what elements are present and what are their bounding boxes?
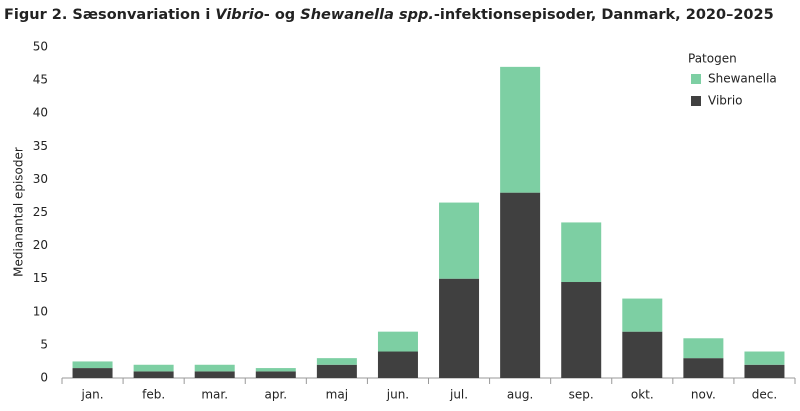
y-tick-label: 40	[33, 106, 48, 120]
y-tick-label: 10	[33, 304, 48, 318]
bar-segment	[439, 202, 480, 279]
legend-swatch	[691, 74, 701, 84]
chart-title: Figur 2. Sæsonvariation i Vibrio- og She…	[4, 7, 774, 23]
bar-segment	[377, 331, 418, 352]
legend-swatch	[691, 96, 701, 106]
title-part: -infektionsepisoder, Danmark, 2020–2025	[434, 7, 774, 23]
y-tick-label: 25	[33, 205, 48, 219]
y-tick-label: 15	[33, 271, 48, 285]
x-tick-label: aug.	[507, 388, 533, 402]
bar-segment	[744, 351, 785, 365]
x-tick-label: jun.	[386, 388, 409, 402]
bar-segment	[72, 361, 113, 369]
bar-segment	[683, 358, 724, 378]
y-tick-label: 5	[40, 337, 48, 351]
bar-segment	[561, 282, 602, 378]
bar-segment	[72, 368, 113, 378]
y-tick-label: 50	[33, 40, 48, 54]
x-tick-label: dec.	[752, 388, 777, 402]
bar-segment	[133, 371, 174, 378]
x-tick-label: sep.	[569, 388, 594, 402]
legend-label: Vibrio	[708, 94, 743, 108]
x-tick-label: maj	[326, 388, 348, 402]
x-tick-label: apr.	[264, 388, 287, 402]
x-tick-label: nov.	[691, 388, 716, 402]
title-part: Figur 2. Sæsonvariation i	[4, 7, 215, 23]
y-tick-label: 20	[33, 238, 48, 252]
bar-segment	[255, 368, 296, 372]
bar-segment	[622, 298, 663, 332]
bar-segment	[194, 371, 235, 378]
bar-segment	[500, 66, 541, 193]
y-tick-label: 0	[40, 371, 48, 385]
bar-segment	[377, 351, 418, 378]
bar-segment	[683, 338, 724, 359]
y-tick-label: 45	[33, 73, 48, 87]
x-tick-label: jan.	[80, 388, 103, 402]
bar-segment	[561, 222, 602, 283]
y-tick-label: 30	[33, 172, 48, 186]
x-tick-label: jul.	[449, 388, 468, 402]
bar-segment	[500, 192, 541, 378]
bar-segment	[316, 364, 357, 378]
bar-segment	[744, 364, 785, 378]
title-part: Vibrio	[215, 7, 263, 23]
legend-title: Patogen	[688, 52, 737, 66]
bar-segment	[316, 358, 357, 365]
title-part: - og	[264, 7, 300, 23]
bar-segment	[194, 364, 235, 372]
title-part: Shewanella spp.	[300, 7, 434, 23]
x-tick-label: feb.	[142, 388, 165, 402]
x-tick-label: okt.	[631, 388, 654, 402]
y-axis-label: Medianantal episoder	[12, 147, 26, 277]
bar-segment	[133, 364, 174, 372]
bar-segment	[439, 278, 480, 378]
x-tick-label: mar.	[201, 388, 228, 402]
bar-segment	[622, 331, 663, 378]
legend-label: Shewanella	[708, 72, 777, 86]
bar-segment	[255, 371, 296, 378]
y-tick-label: 35	[33, 139, 48, 153]
